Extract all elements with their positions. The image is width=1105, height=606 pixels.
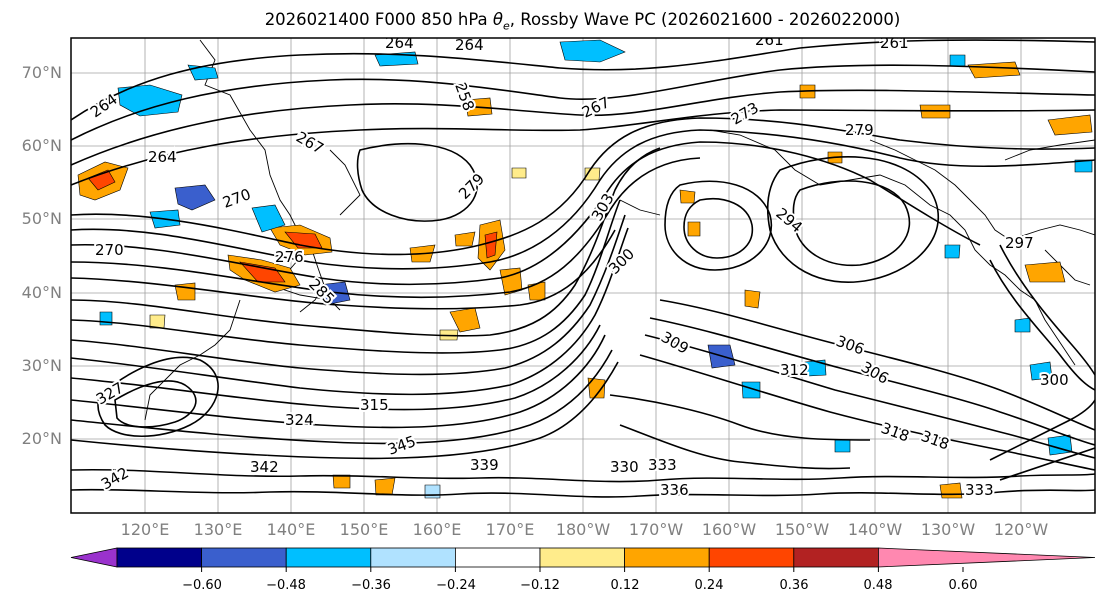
colorbar-tick-label: −0.12: [520, 578, 560, 593]
colorbar-extend-high: [878, 547, 1096, 568]
contour-label: 333: [648, 456, 677, 474]
colorbar-extend-low: [70, 547, 118, 568]
colorbar-tick-label: −0.24: [436, 578, 476, 593]
colorbar-tick-label: −0.60: [182, 578, 222, 593]
colorbar-swatch: [201, 547, 287, 568]
lat-label: 30°N: [21, 356, 62, 375]
contour-label: 261: [880, 34, 909, 52]
map-frame: [70, 37, 1096, 514]
lon-label: 140°W: [847, 520, 903, 539]
theta-e-contours: [71, 39, 1095, 498]
colorbar-swatch: [454, 547, 541, 568]
contour-label: 312: [780, 361, 809, 379]
lon-label: 150°W: [774, 520, 830, 539]
colorbar-tick-label: 0.24: [694, 578, 724, 593]
contour-label: 264: [385, 34, 414, 52]
colorbar-tick-label: 0.12: [610, 578, 640, 593]
graticule: [71, 38, 1095, 513]
lat-label: 20°N: [21, 429, 62, 448]
colorbar-swatch: [539, 547, 625, 568]
colorbar-ticks: [201, 567, 964, 572]
colorbar-swatch: [285, 547, 372, 568]
contour-label: 330: [610, 458, 639, 476]
colorbar-swatch: [793, 547, 879, 568]
lon-label: 170°W: [628, 520, 684, 539]
contour-label: 279: [845, 121, 874, 139]
contour-label: 276: [275, 248, 304, 266]
contour-label: 264: [455, 36, 484, 54]
contour-label: 297: [1005, 234, 1034, 252]
lat-label: 40°N: [21, 283, 62, 302]
contour-label: 315: [360, 396, 389, 414]
contour-label: 261: [755, 31, 784, 49]
lon-label: 180°W: [555, 520, 611, 539]
lat-label: 70°N: [21, 63, 62, 82]
lon-label: 150°E: [339, 520, 389, 539]
colorbar-tick-label: −0.48: [266, 578, 306, 593]
colorbar-swatch: [624, 547, 710, 568]
contour-label: 324: [285, 411, 314, 429]
colorbar-tick-label: 0.36: [779, 578, 809, 593]
contour-label: 270: [95, 241, 124, 259]
lon-label: 130°E: [193, 520, 243, 539]
colorbar-swatch: [708, 547, 795, 568]
map-title: 2026021400 F000 850 hPa θe, Rossby Wave …: [264, 10, 901, 33]
lon-label: 130°W: [920, 520, 976, 539]
lon-label: 140°E: [266, 520, 316, 539]
colorbar-swatch: [116, 547, 202, 568]
colorbar-tick-label: −0.36: [351, 578, 391, 593]
lon-label: 120°W: [993, 520, 1049, 539]
lon-label: 120°E: [120, 520, 170, 539]
contour-label: 333: [965, 481, 994, 499]
lon-label: 160°W: [701, 520, 757, 539]
lon-label: 160°E: [412, 520, 462, 539]
contour-label: 336: [660, 481, 689, 499]
contour-label: 342: [250, 458, 279, 476]
colorbar-tick-label: 0.48: [863, 578, 893, 593]
contour-label: 339: [470, 456, 499, 474]
pc-shading: [77, 39, 1093, 499]
colorbar-tick-label: 0.60: [948, 578, 978, 593]
lat-label: 60°N: [21, 136, 62, 155]
contour-label: 264: [148, 148, 177, 166]
colorbar: [70, 547, 1096, 568]
lon-label: 170°E: [485, 520, 535, 539]
colorbar-swatch: [370, 547, 456, 568]
lat-label: 50°N: [21, 209, 62, 228]
contour-label: 300: [1040, 371, 1069, 389]
